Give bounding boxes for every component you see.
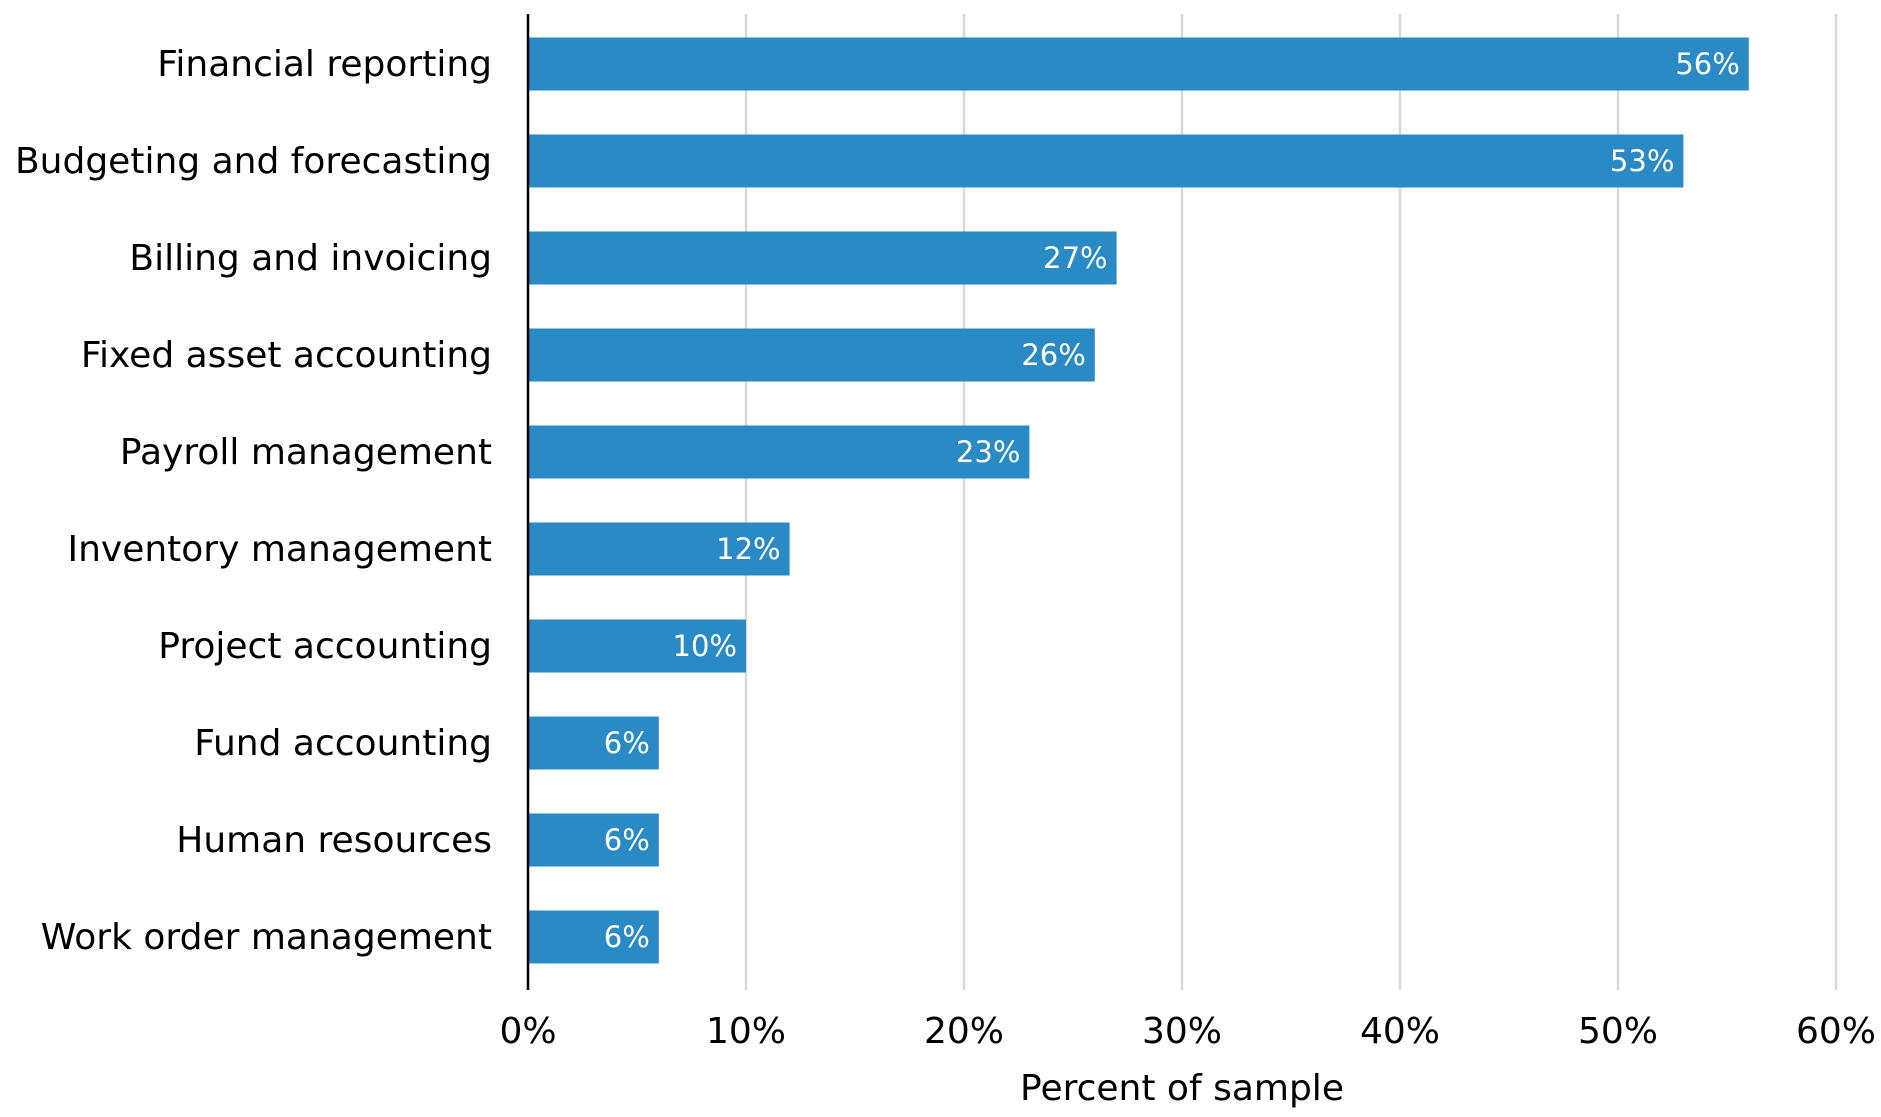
x-tick-label: 0% (499, 1011, 556, 1052)
category-label: Fixed asset accounting (81, 335, 492, 376)
bar (528, 425, 1030, 479)
data-label: 53% (1610, 144, 1674, 178)
bar (528, 813, 659, 867)
x-axis-title: Percent of sample (1020, 1068, 1344, 1109)
category-label: Human resources (176, 820, 492, 861)
x-tick-label: 40% (1360, 1011, 1440, 1052)
category-label: Financial reporting (157, 44, 492, 85)
category-label: Budgeting and forecasting (15, 141, 492, 182)
bar (528, 231, 1117, 285)
bar (528, 716, 659, 770)
x-tick-label: 10% (706, 1011, 786, 1052)
data-label: 10% (673, 629, 737, 663)
bar (528, 910, 659, 964)
labels: 0% 10% 20% 30% 40% 50% 60% Financial reporting 5… (15, 44, 1876, 1052)
x-tick-label: 20% (924, 1011, 1004, 1052)
data-label: 23% (956, 435, 1020, 469)
bar (528, 328, 1095, 382)
data-label: 6% (604, 920, 650, 954)
category-label: Billing and invoicing (129, 238, 492, 279)
data-label: 27% (1043, 241, 1107, 275)
x-tick-label: 30% (1142, 1011, 1222, 1052)
data-label: 6% (604, 726, 650, 760)
bars (528, 37, 1749, 964)
bar (528, 37, 1749, 91)
bar (528, 134, 1684, 188)
bar (528, 619, 746, 673)
category-label: Payroll management (120, 432, 492, 473)
data-label: 56% (1675, 47, 1739, 81)
category-label: Work order management (41, 917, 492, 958)
category-label: Project accounting (158, 626, 492, 667)
data-label: 6% (604, 823, 650, 857)
x-tick-label: 60% (1796, 1011, 1876, 1052)
bar (528, 522, 790, 576)
x-tick-label: 50% (1578, 1011, 1658, 1052)
data-label: 26% (1021, 338, 1085, 372)
category-label: Inventory management (67, 529, 492, 570)
category-label: Fund accounting (194, 723, 492, 764)
data-label: 12% (716, 532, 780, 566)
